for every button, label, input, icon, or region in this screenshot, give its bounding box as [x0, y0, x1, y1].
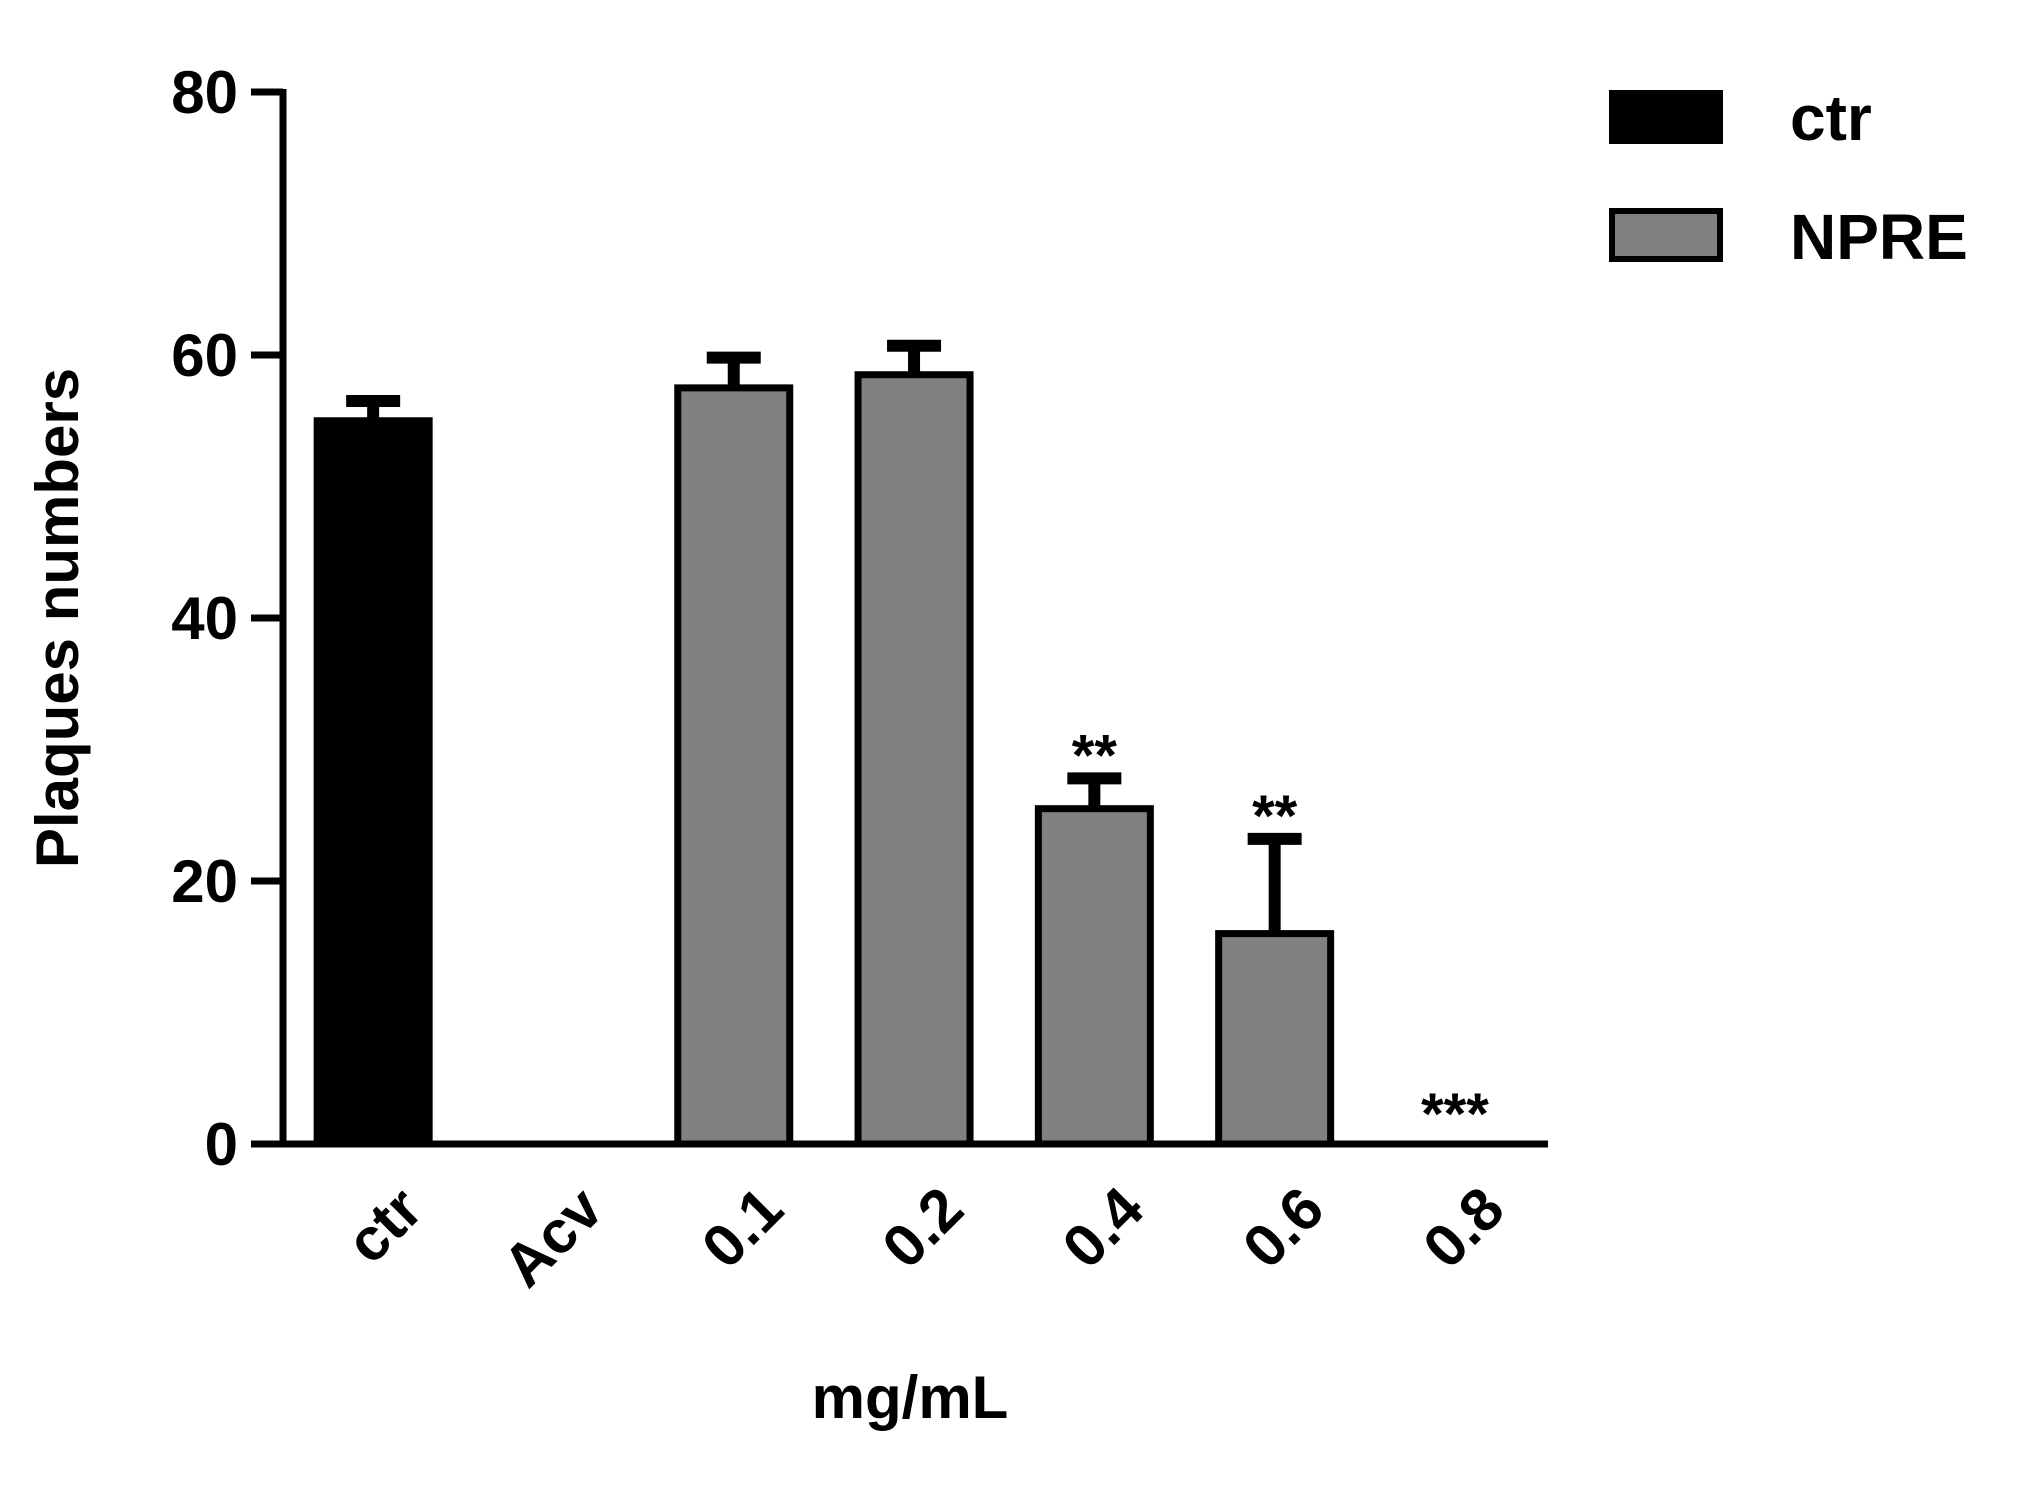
significance-label-0-8: *** — [1421, 1082, 1489, 1147]
legend: ctr NPRE — [1609, 82, 1968, 273]
x-axis-title: mg/mL — [812, 1364, 1009, 1431]
x-tick-label-ctr: ctr — [333, 1174, 435, 1276]
x-tick-label-0-4: 0.4 — [1050, 1174, 1157, 1281]
legend-label-ctr: ctr — [1790, 82, 1872, 154]
x-tick-label-0-6: 0.6 — [1230, 1174, 1336, 1280]
y-tick-label-20: 20 — [171, 848, 238, 915]
y-tick-label-60: 60 — [171, 322, 238, 389]
bar-0-4 — [1034, 805, 1154, 1148]
legend-label-npre: NPRE — [1790, 201, 1968, 273]
x-tick-label-0-2: 0.2 — [869, 1174, 975, 1280]
y-axis-title: Plaques numbers — [24, 368, 91, 868]
plot-area: ******* — [313, 339, 1489, 1148]
bar-0-6 — [1215, 930, 1335, 1148]
legend-swatch-ctr — [1609, 90, 1723, 144]
x-tick-label-0-1: 0.1 — [689, 1174, 795, 1280]
legend-swatch-npre — [1609, 208, 1723, 262]
y-tick-label-40: 40 — [171, 585, 238, 652]
x-tick-label-0-8: 0.8 — [1410, 1174, 1516, 1280]
bar-0-1 — [674, 384, 794, 1148]
bar-0-2 — [854, 371, 974, 1148]
bar-ctr — [313, 417, 433, 1148]
y-tick-label-0: 0 — [205, 1111, 238, 1178]
x-tick-label-acv: Acv — [490, 1174, 616, 1300]
significance-label-0-6: ** — [1252, 784, 1298, 849]
significance-label-0-4: ** — [1072, 723, 1118, 788]
y-tick-label-80: 80 — [171, 59, 238, 126]
